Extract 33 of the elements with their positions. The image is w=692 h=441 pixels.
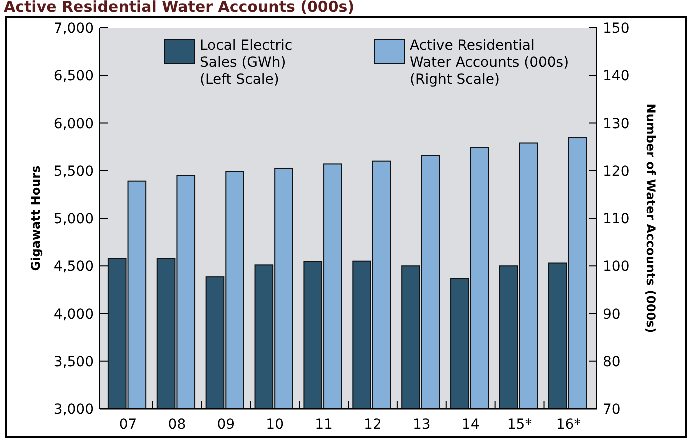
y-tick-label: 4,000 bbox=[54, 306, 94, 323]
y2-tick-label: 70 bbox=[603, 402, 621, 418]
x-tick-label: 11 bbox=[315, 417, 333, 433]
x-tick-label: 09 bbox=[217, 417, 236, 433]
y2-tick-label: 90 bbox=[603, 306, 621, 323]
y-tick-label: 7,000 bbox=[54, 21, 94, 37]
x-tick-label: 12 bbox=[364, 417, 382, 433]
legend-label: Active Residential Water Accounts (000s) (Right Scale) bbox=[410, 38, 570, 88]
y-tick-label: 3,500 bbox=[54, 354, 94, 370]
x-tick-label: 13 bbox=[412, 417, 431, 433]
y2-tick-label: 150 bbox=[603, 21, 630, 37]
x-tick-label: 14 bbox=[462, 417, 480, 433]
y-tick-label: 4,500 bbox=[54, 259, 94, 276]
y2-tick-label: 100 bbox=[603, 259, 630, 276]
y-axis-title: Gigawatt Hours bbox=[29, 166, 43, 272]
x-tick-label: 15* bbox=[507, 417, 532, 433]
y2-tick-label: 130 bbox=[603, 116, 630, 132]
y2-axis-title: Number of Water Accounts (000s) bbox=[644, 104, 658, 334]
y2-tick-label: 140 bbox=[603, 68, 630, 85]
chart-title: Active Residential Water Accounts (000s) bbox=[4, 0, 355, 16]
y-tick-label: 5,500 bbox=[54, 164, 94, 180]
y2-tick-label: 120 bbox=[603, 164, 630, 180]
y-tick-label: 3,000 bbox=[54, 402, 94, 418]
y-tick-label: 6,500 bbox=[54, 68, 94, 85]
legend-label: Local Electric Sales (GWh) (Left Scale) bbox=[200, 38, 293, 88]
x-tick-label: 16* bbox=[556, 417, 582, 433]
y2-tick-label: 110 bbox=[603, 212, 630, 228]
x-tick-label: 10 bbox=[266, 417, 284, 433]
x-tick-label: 08 bbox=[168, 417, 186, 433]
y-tick-label: 5,000 bbox=[54, 212, 94, 228]
y-tick-label: 6,000 bbox=[54, 116, 94, 132]
y2-tick-label: 80 bbox=[603, 354, 621, 370]
x-tick-label: 07 bbox=[119, 417, 138, 433]
